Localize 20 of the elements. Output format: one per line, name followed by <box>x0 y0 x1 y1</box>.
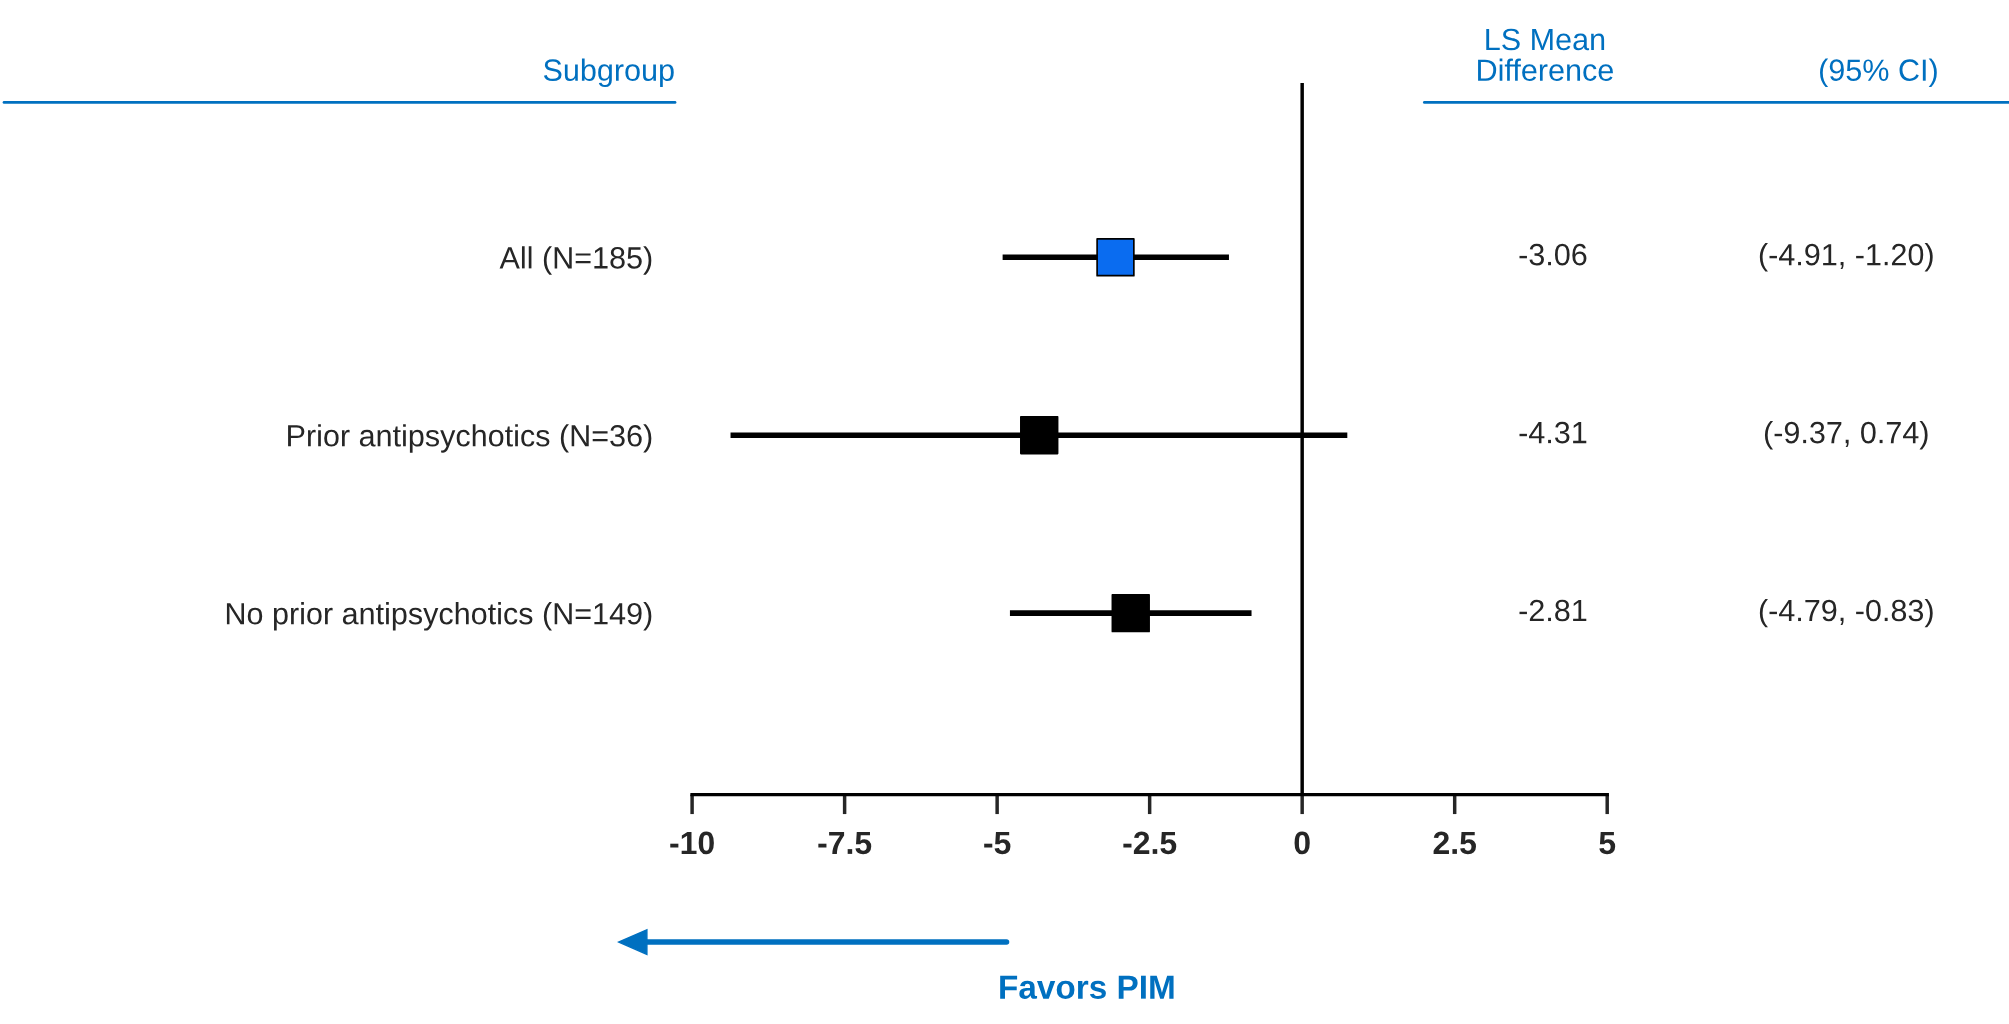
text: LS Mean Difference <box>1478 28 1613 81</box>
text: (95% CI) <box>1820 58 1937 88</box>
y-tick-label: No prior antipsychotics (N=149) <box>226 602 652 631</box>
text: Favors PIM <box>1000 975 1174 999</box>
x-tick-label: 5 <box>1599 831 1616 855</box>
x-tick-label: 0 <box>1294 831 1310 855</box>
y-tick-label: All (N=185) <box>499 246 652 275</box>
annotation: -2.81 <box>1519 599 1587 622</box>
text: (-9.37, 0.74) <box>1764 420 1928 450</box>
text: (-4.91, -1.20) <box>1759 243 1933 272</box>
x-tick-label: -10 <box>670 831 714 855</box>
annotation: -4.31 <box>1519 421 1587 444</box>
x-tick-label: 2.5 <box>1433 831 1476 855</box>
y-tick-label: Prior antipsychotics (N=36) <box>288 424 652 453</box>
x-tick-label: -2.5 <box>1123 831 1177 855</box>
text: Subgroup <box>543 58 674 88</box>
x-tick-label: -7.5 <box>818 831 872 855</box>
text: (-4.79, -0.83) <box>1759 598 1933 628</box>
x-tick-label: -5 <box>984 831 1011 855</box>
annotation: -3.06 <box>1519 243 1587 266</box>
